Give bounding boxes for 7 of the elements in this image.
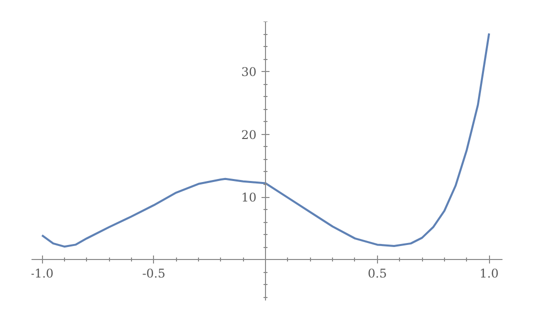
- x-tick-label: 1.0: [480, 266, 499, 281]
- y-tick-label: 10: [241, 190, 257, 205]
- y-tick-label: 30: [241, 65, 257, 80]
- y-tick-label: 20: [241, 128, 257, 142]
- x-tick-label: 0.5: [368, 266, 387, 281]
- line-series: [41, 32, 490, 248]
- x-tick-label: -0.5: [142, 266, 166, 281]
